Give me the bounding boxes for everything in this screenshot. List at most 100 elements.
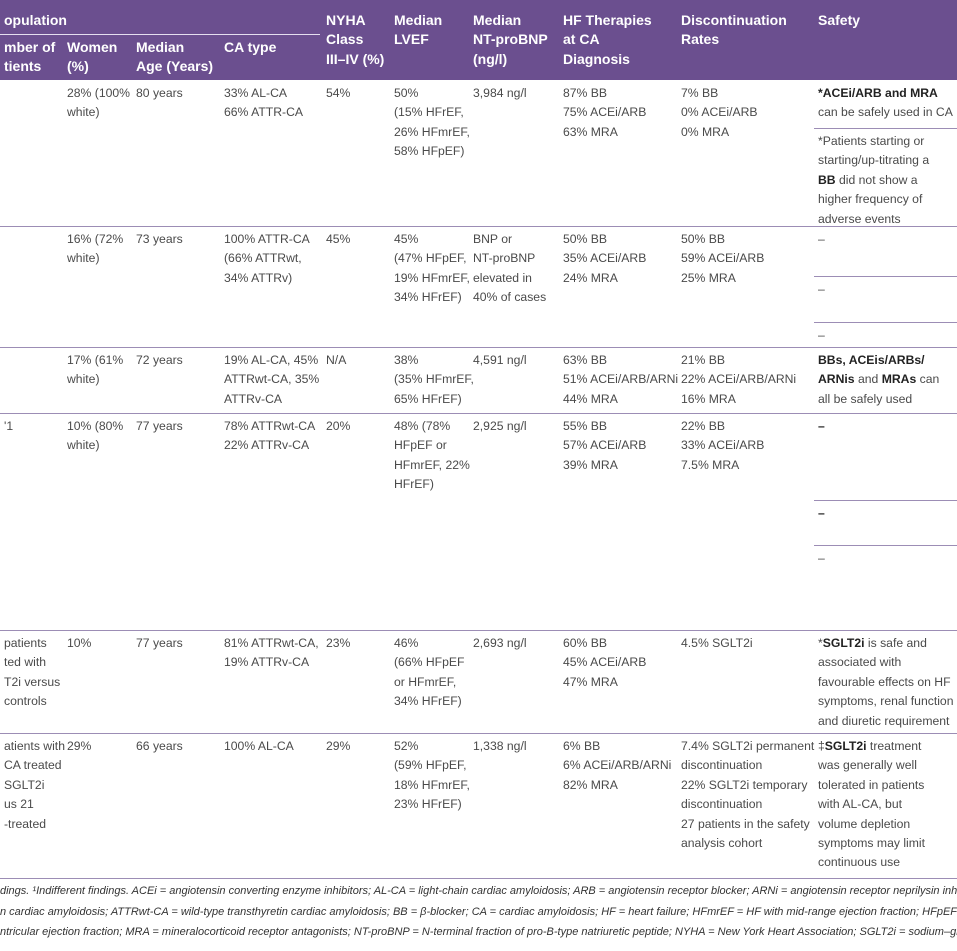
row-divider <box>0 347 957 348</box>
text-line: white) <box>67 372 100 387</box>
text-line: Diagnosis <box>563 50 630 67</box>
table-cell: 7.4% SGLT2i permanent discontinuation 22% … <box>681 737 814 853</box>
text-line: 0% ACEi/ARB <box>681 105 758 120</box>
text-line: NT-proBNP <box>473 31 548 48</box>
table-cell: 16% (72% white) <box>67 230 123 269</box>
table-cell: 100% AL-CA <box>224 737 294 756</box>
safety-divider <box>814 322 957 323</box>
text-line: 19% HFmrEF, <box>394 270 470 285</box>
text-line: N/A <box>326 353 347 367</box>
text-line: HF Therapies <box>563 12 652 28</box>
table-cell: '1 <box>4 417 13 436</box>
table-cell: 72 years <box>136 351 183 370</box>
safety-divider <box>814 500 957 501</box>
text-line: 7.4% SGLT2i permanent <box>681 739 815 753</box>
text-line: 72 years <box>136 353 183 367</box>
text-line: (15% HFrEF, <box>394 105 464 120</box>
text-run: BB <box>818 172 836 187</box>
table-cell: 29% <box>326 737 350 756</box>
text-line: ATTRwt-CA, 35% <box>224 372 320 387</box>
safety-cell: – <box>818 504 825 523</box>
text-line: III–IV (%) <box>326 50 385 67</box>
text-line: 87% BB <box>563 86 608 100</box>
safety-cell: – <box>818 326 825 345</box>
table-cell: 23% <box>326 634 350 653</box>
text-line: HFrEF) <box>394 477 434 492</box>
text-line: higher frequency of <box>818 192 923 207</box>
table-cell: 4.5% SGLT2i <box>681 634 753 653</box>
text-run: * <box>818 636 823 650</box>
text-line: 52% <box>394 739 419 753</box>
header-cell: mber of tients <box>4 38 55 77</box>
footnote: dings. ¹Indifferent findings. ACEi = ang… <box>0 885 957 897</box>
text-run: *ACEi/ARB and MRA <box>818 86 938 100</box>
table-cell: BNP or NT-proBNP elevated in 40% of cases <box>473 230 546 308</box>
text-line: 24% MRA <box>563 270 618 285</box>
text-line: 55% BB <box>563 419 608 433</box>
text-line: 0% MRA <box>681 124 730 139</box>
text-run: SGLT2i <box>824 739 867 753</box>
text-line: 39% MRA <box>563 457 618 472</box>
text-line: 100% ATTR-CA <box>224 232 310 246</box>
text-line: 7% BB <box>681 86 719 100</box>
text-line: can be safely used in CA <box>818 105 953 120</box>
row-divider <box>0 878 957 879</box>
text-line: elevated in <box>473 270 532 285</box>
text-line: 17% (61% <box>67 353 124 367</box>
text-line: 29% <box>326 739 351 753</box>
table-cell: 63% BB 51% ACEi/ARB/ARNi 44% MRA <box>563 351 678 409</box>
header-cell: Discontinuation Rates <box>681 11 787 50</box>
text-line: HFpEF or <box>394 438 447 453</box>
text-line: 38% <box>394 353 419 367</box>
text-line: T2i versus <box>4 674 61 689</box>
text-line: 2,693 ng/l <box>473 636 527 650</box>
table-cell: patients ted with T2i versus controls <box>4 634 60 712</box>
text-line: associated with <box>818 655 902 670</box>
text-line: NYHA <box>326 12 366 28</box>
table-cell: 33% AL-CA 66% ATTR-CA <box>224 84 303 123</box>
table-cell: 45% <box>326 230 350 249</box>
text-line: 4,591 ng/l <box>473 353 527 367</box>
safety-divider <box>814 276 957 277</box>
text-line: starting/up-titrating a <box>818 153 930 168</box>
text-line: 18% HFmrEF, <box>394 777 470 792</box>
text-line: Safety <box>818 12 861 28</box>
text-line: 44% MRA <box>563 391 618 406</box>
header-cell: Median Age (Years) <box>136 38 213 77</box>
text-line: 51% ACEi/ARB/ARNi <box>563 372 679 387</box>
table-cell: 38% (35% HFmrEF, 65% HFrEF) <box>394 351 474 409</box>
text-line: tolerated in patients <box>818 777 925 792</box>
text-line: – <box>818 417 825 436</box>
text-line: 10% (80% <box>67 419 124 433</box>
text-line: 66 years <box>136 739 183 753</box>
text-line: – <box>818 551 825 565</box>
text-run: is safe and <box>864 636 927 650</box>
text-line: 63% BB <box>563 353 608 367</box>
header-cell: NYHA Class III–IV (%) <box>326 11 384 69</box>
text-line: continuous use <box>818 855 900 870</box>
text-line: – <box>818 282 825 296</box>
text-line: 50% BB <box>681 232 726 246</box>
text-line: 33% AL-CA <box>224 86 288 100</box>
table-cell: 100% ATTR-CA (66% ATTRwt, 34% ATTRv) <box>224 230 310 288</box>
text-line: 48% (78% <box>394 419 451 433</box>
safety-cell: – <box>818 417 825 436</box>
row-divider <box>0 630 957 631</box>
text-line: 45% ACEi/ARB <box>563 655 647 670</box>
text-line: 16% (72% <box>67 232 124 246</box>
text-line: mber of <box>4 39 56 55</box>
text-run: can <box>916 372 940 387</box>
text-line: 100% AL-CA <box>224 739 294 753</box>
text-line: CA type <box>224 39 277 55</box>
text-line: adverse events <box>818 211 901 226</box>
header-cell: HF Therapies at CA Diagnosis <box>563 11 652 69</box>
text-line: Rates <box>681 31 720 48</box>
table-cell: 3,984 ng/l <box>473 84 527 103</box>
table-cell: 17% (61% white) <box>67 351 123 390</box>
text-run: did not show a <box>835 172 918 187</box>
header-cell: opulation <box>4 11 67 30</box>
text-line: with AL-CA, but <box>818 797 902 812</box>
table-cell: 80 years <box>136 84 183 103</box>
footnote: ntricular ejection fraction; MRA = miner… <box>0 926 957 938</box>
